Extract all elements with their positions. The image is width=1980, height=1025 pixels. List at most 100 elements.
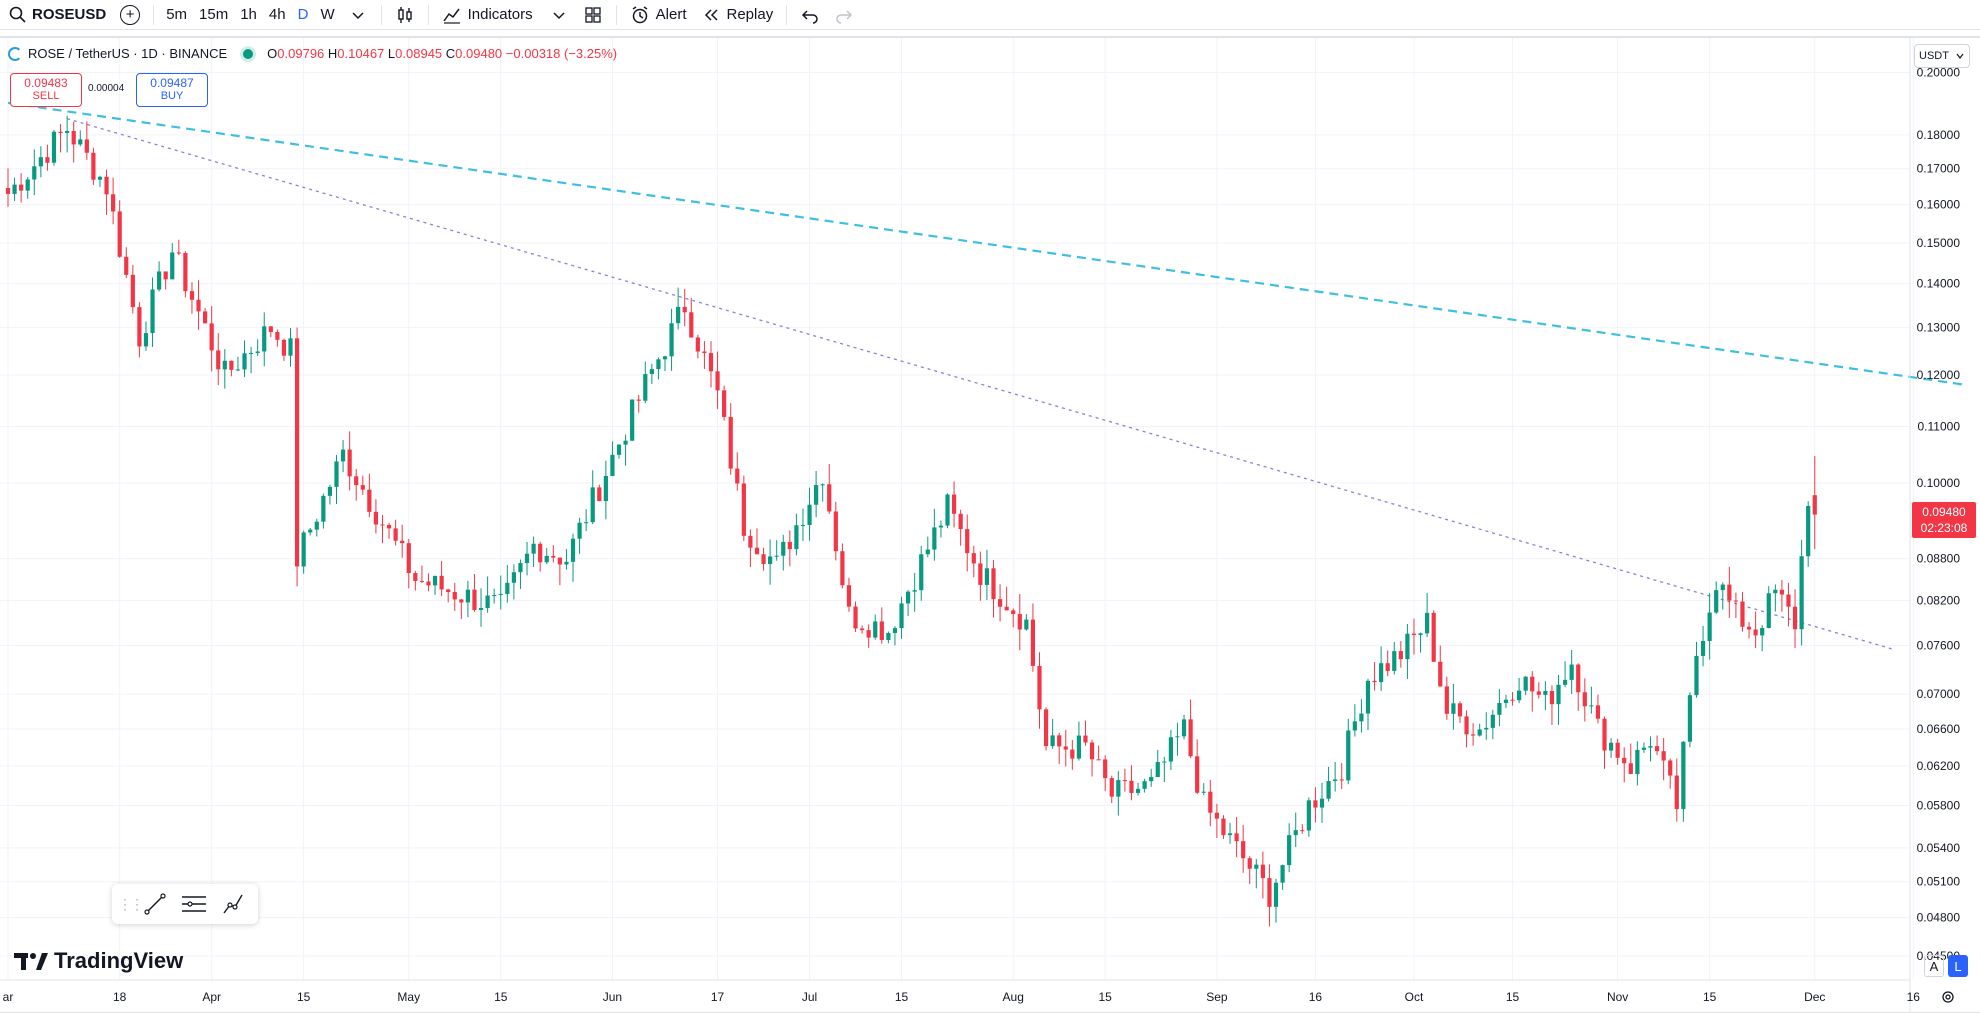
candle-body <box>58 131 63 133</box>
candle <box>649 363 654 384</box>
trendlines[interactable] <box>7 101 1967 651</box>
candle <box>229 360 234 377</box>
descending-trendline[interactable] <box>66 118 1894 651</box>
drag-handle-icon[interactable]: ⋮⋮ <box>118 895 144 912</box>
replay-button[interactable]: Replay <box>694 0 781 30</box>
log-scale-label: L <box>1954 958 1962 974</box>
candle <box>1687 692 1693 748</box>
indicators-button[interactable]: Indicators <box>435 0 576 30</box>
candle-body <box>1149 777 1154 782</box>
interval-5m[interactable]: 5m <box>166 6 188 23</box>
legend-title[interactable]: ROSE / TetherUS · 1D · BINANCE <box>28 46 228 61</box>
alert-button[interactable]: Alert <box>623 0 694 30</box>
alert-clock-icon <box>632 5 648 23</box>
price-axis[interactable]: 0.20000 0.18000 0.17000 0.16000 0.15000 0.140… <box>1917 66 1961 963</box>
buy-button[interactable]: 0.09487 BUY <box>136 73 208 107</box>
candle <box>1477 723 1482 737</box>
candle-body <box>577 522 582 539</box>
candle-body <box>958 513 963 530</box>
candle <box>794 513 799 556</box>
candle-body <box>1109 778 1114 797</box>
candle-body <box>1398 651 1403 660</box>
trend-line-icon[interactable] <box>142 891 168 917</box>
candle-body <box>1457 703 1463 717</box>
candle <box>1181 714 1187 740</box>
time-tick-label: 16 <box>1907 990 1921 1004</box>
candle-body <box>984 568 990 585</box>
candle <box>1648 736 1653 762</box>
candle-body <box>32 166 37 180</box>
candle-body <box>1070 749 1075 759</box>
top-toolbar: ROSEUSD + 5m 15m 1h 4h D W Indicators <box>0 0 1980 30</box>
interval-d[interactable]: D <box>297 6 309 23</box>
candle <box>1300 824 1305 834</box>
parallel-lines-icon[interactable] <box>180 891 208 917</box>
resistance-trendline[interactable] <box>7 101 1967 387</box>
redo-button[interactable] <box>827 0 861 30</box>
ohlc-values: O0.09796 H0.10467 L0.08945 C0.09480 −0.0… <box>267 46 617 61</box>
candle-body <box>827 484 832 512</box>
price-tick-label: 0.13000 <box>1917 321 1961 335</box>
candle <box>1562 661 1568 688</box>
symbol-search[interactable]: ROSEUSD <box>0 0 113 30</box>
candle <box>1543 681 1548 711</box>
interval-15m[interactable]: 15m <box>199 6 229 23</box>
candle-body <box>669 323 674 357</box>
candle-body <box>1720 584 1725 591</box>
time-axis[interactable]: ar 18 Apr 15 May 15 Jun 17 Jul 15 Aug 15 Sep 16 Oct 15 N… <box>3 990 1980 1004</box>
candle <box>65 115 70 153</box>
candle-body <box>1438 661 1443 687</box>
layouts-button[interactable] <box>576 0 610 30</box>
undo-button[interactable] <box>793 0 827 30</box>
candle-body <box>899 603 904 629</box>
candle <box>235 356 241 372</box>
candle <box>400 524 405 558</box>
candle-body <box>1365 680 1371 714</box>
candle-body <box>1162 761 1167 763</box>
candle-body <box>1214 812 1219 819</box>
candle <box>1668 758 1673 789</box>
candle-body <box>1129 780 1134 793</box>
candle-body <box>281 339 287 356</box>
candle-body <box>610 454 615 476</box>
candle <box>1523 676 1528 696</box>
interval-w[interactable]: W <box>320 6 335 23</box>
candle <box>1707 593 1712 660</box>
candle-body <box>1622 757 1627 764</box>
candle <box>754 528 760 555</box>
candle <box>354 468 359 501</box>
log-scale-button[interactable]: L <box>1948 955 1968 977</box>
candle-body <box>1168 737 1173 762</box>
candle <box>1234 816 1239 858</box>
candle <box>183 251 188 298</box>
chart-type-button[interactable] <box>388 0 422 30</box>
candle-body <box>314 521 319 530</box>
interval-dropdown[interactable] <box>341 0 375 30</box>
tradingview-logo[interactable]: TradingView <box>14 948 183 974</box>
candle <box>708 341 714 388</box>
candle <box>189 282 195 314</box>
currency-button[interactable]: USDT <box>1914 44 1970 68</box>
price-tick-label: 0.06600 <box>1917 722 1961 736</box>
drawing-toolbar[interactable]: ⋮⋮ <box>112 884 258 924</box>
path-tool-icon[interactable] <box>220 891 246 917</box>
candle <box>347 431 352 491</box>
compare-symbol-button[interactable]: + <box>113 0 147 30</box>
auto-scale-button[interactable]: A <box>1924 955 1944 977</box>
interval-1h[interactable]: 1h <box>240 6 257 23</box>
gear-icon[interactable] <box>1940 989 1956 1005</box>
candle-body <box>1700 641 1706 656</box>
candle-body <box>216 350 221 370</box>
candle-body <box>124 256 129 275</box>
chevron-down-icon <box>553 11 565 19</box>
candle-body <box>1641 747 1647 750</box>
candle-body <box>1648 746 1653 748</box>
candle-body <box>531 543 536 554</box>
candle <box>676 287 681 330</box>
candle-body <box>1076 735 1082 759</box>
sell-button[interactable]: 0.09483 SELL <box>10 73 82 107</box>
candle-body <box>505 582 510 595</box>
interval-4h[interactable]: 4h <box>268 6 286 23</box>
candle-body <box>1339 779 1344 781</box>
